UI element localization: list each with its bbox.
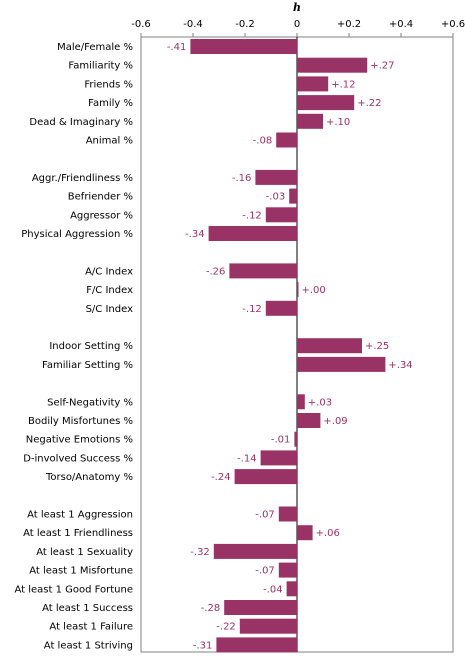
category-label: Family %	[88, 98, 133, 109]
value-label: +.06	[316, 528, 340, 539]
x-tick-label: -0.6	[131, 19, 151, 30]
value-label: -.28	[201, 603, 221, 614]
category-label: F/C Index	[86, 285, 133, 296]
bar	[265, 207, 297, 223]
value-label: -.32	[190, 547, 210, 558]
bar	[216, 637, 297, 653]
bar	[234, 469, 297, 485]
value-label: -.08	[253, 136, 273, 147]
value-label: +.34	[388, 360, 412, 371]
bar	[297, 95, 355, 111]
value-label: -.07	[255, 510, 275, 521]
bar	[208, 226, 297, 241]
category-label: Indoor Setting %	[49, 341, 133, 352]
value-label: -.14	[237, 453, 257, 464]
x-tick-label: +0.4	[389, 19, 413, 30]
value-label: -.04	[263, 584, 283, 595]
x-tick-label: +0.2	[337, 19, 361, 30]
bar	[297, 113, 323, 129]
bar	[297, 356, 386, 372]
category-label: At least 1 Failure	[49, 622, 133, 633]
category-label: Bodily Misfortunes %	[28, 416, 133, 427]
category-label: Torso/Anatomy %	[45, 472, 133, 483]
category-labels: Male/Female % Familiarity % Friends % Famil…	[14, 42, 133, 651]
value-label: -.41	[167, 42, 187, 53]
category-label: A/C Index	[85, 266, 133, 277]
bar	[289, 188, 297, 204]
value-label: +.27	[370, 61, 394, 72]
bar	[265, 300, 297, 316]
value-labels: -.41 +.27 +.12+.22 +.10 -.08 -.16 -.03 -.12 -.34…	[167, 42, 413, 651]
category-label: At least 1 Aggression	[27, 510, 133, 521]
bar	[255, 169, 297, 185]
category-label: S/C Index	[86, 304, 133, 315]
value-label: -.22	[216, 622, 236, 633]
category-label: At least 1 Friendliness	[23, 528, 133, 539]
bar	[260, 450, 297, 466]
category-label: Animal %	[86, 136, 133, 147]
bar	[239, 618, 297, 634]
bar	[294, 431, 297, 447]
value-label: -.12	[242, 210, 262, 221]
bar	[297, 57, 368, 73]
x-tick-label: +0.6	[441, 19, 465, 30]
bar	[297, 394, 305, 410]
bar	[286, 581, 297, 597]
x-axis-title: h	[293, 1, 301, 14]
category-label: Friends %	[84, 79, 133, 90]
value-label: -.01	[271, 435, 291, 446]
category-label: Physical Aggression %	[21, 229, 133, 240]
value-label: +.00	[302, 285, 326, 296]
value-label: -.24	[211, 472, 231, 483]
bar	[297, 282, 299, 298]
category-label: At least 1 Success	[42, 603, 133, 614]
value-label: +.09	[323, 416, 347, 427]
bar	[276, 132, 297, 148]
bar	[297, 413, 321, 428]
value-label: -.31	[193, 640, 213, 651]
x-tick-label: -0.4	[183, 19, 203, 30]
value-label: +.03	[308, 397, 332, 408]
category-label: Dead & Imaginary %	[29, 117, 133, 128]
bar	[278, 506, 297, 522]
category-label: At least 1 Misfortune	[29, 566, 133, 577]
category-label: Aggr./Friendliness %	[32, 173, 133, 184]
category-label: D-involved Success %	[23, 453, 133, 464]
bar	[297, 338, 362, 354]
bar	[297, 525, 313, 541]
category-label: Aggressor %	[70, 210, 133, 221]
category-label: Familiarity %	[68, 61, 133, 72]
value-label: +.25	[365, 341, 389, 352]
bar	[190, 39, 297, 54]
bar	[229, 263, 297, 279]
bar	[278, 562, 297, 578]
value-label: -.12	[242, 304, 262, 315]
x-tick-label: -0.2	[235, 19, 255, 30]
value-label: -.07	[255, 566, 275, 577]
value-label: -.26	[206, 266, 226, 277]
category-label: Befriender %	[68, 192, 133, 203]
category-label: At least 1 Striving	[44, 640, 133, 651]
value-label: +.10	[326, 117, 350, 128]
category-label: Negative Emotions %	[26, 435, 133, 446]
category-label: At least 1 Sexuality	[36, 547, 133, 558]
value-label: +.12	[331, 79, 355, 90]
value-label: -.34	[185, 229, 205, 240]
value-label: +.22	[357, 98, 381, 109]
category-label: Male/Female %	[57, 42, 133, 53]
category-label: At least 1 Good Fortune	[14, 584, 133, 595]
bar	[224, 600, 297, 615]
category-label: Familiar Setting %	[42, 360, 133, 371]
x-tick-label: 0	[294, 19, 300, 30]
bars	[190, 39, 386, 653]
category-label: Self-Negativity %	[47, 397, 133, 408]
bar	[213, 543, 297, 559]
value-label: -.16	[232, 173, 252, 184]
value-label: -.03	[266, 192, 286, 203]
bar	[297, 76, 329, 92]
